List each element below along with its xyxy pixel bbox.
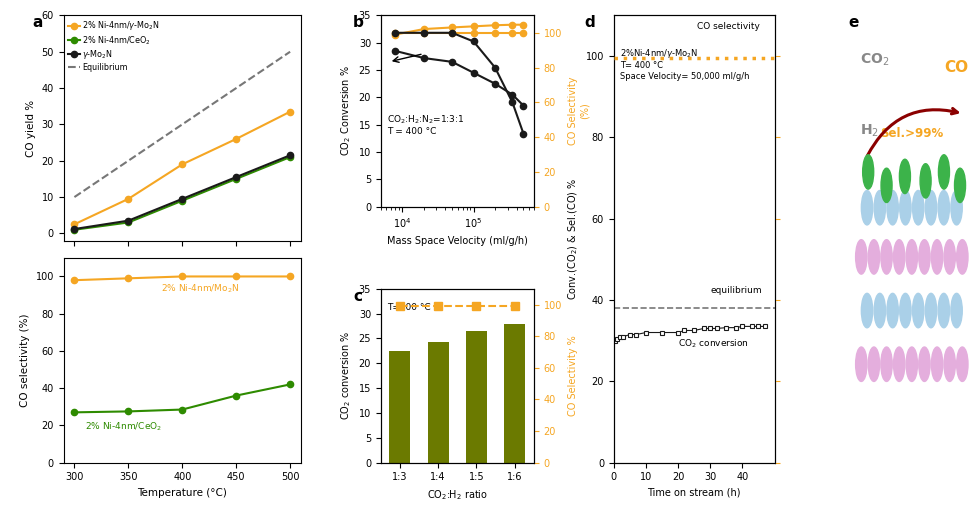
Ellipse shape [862, 155, 872, 189]
Equilibrium [68, 194, 80, 200]
Text: c: c [353, 289, 362, 304]
Line: Equilibrium: Equilibrium [74, 52, 289, 197]
Ellipse shape [917, 347, 929, 381]
Ellipse shape [956, 347, 967, 381]
Text: 2% Ni-4nm/Mo$_2$N: 2% Ni-4nm/Mo$_2$N [160, 282, 239, 295]
Equilibrium [230, 85, 242, 91]
Ellipse shape [950, 191, 961, 225]
X-axis label: Mass Space Velocity (ml/g/h): Mass Space Velocity (ml/g/h) [386, 236, 527, 246]
Ellipse shape [855, 240, 867, 274]
Ellipse shape [873, 293, 885, 328]
Ellipse shape [924, 191, 936, 225]
Ellipse shape [950, 293, 961, 328]
Ellipse shape [867, 240, 878, 274]
Text: a: a [32, 15, 43, 30]
Ellipse shape [938, 155, 949, 189]
Bar [389, 351, 410, 463]
Ellipse shape [861, 191, 871, 225]
$\gamma$-Mo$_2$N [230, 174, 242, 180]
Y-axis label: CO yield %: CO yield % [26, 100, 36, 157]
Line: 2% Ni-4nm/$\gamma$-Mo$_2$N: 2% Ni-4nm/$\gamma$-Mo$_2$N [71, 108, 293, 227]
Text: CO selectivity: CO selectivity [696, 22, 760, 31]
Line: $\gamma$-Mo$_2$N: $\gamma$-Mo$_2$N [71, 152, 293, 232]
Ellipse shape [873, 191, 885, 225]
Ellipse shape [880, 168, 891, 203]
X-axis label: Time on stream (h): Time on stream (h) [646, 488, 740, 498]
Ellipse shape [893, 240, 904, 274]
Ellipse shape [906, 240, 916, 274]
Ellipse shape [919, 163, 930, 198]
Ellipse shape [899, 293, 911, 328]
Y-axis label: CO Selectivity %: CO Selectivity % [567, 335, 577, 416]
Text: CO$_2$ conversion: CO$_2$ conversion [678, 337, 748, 350]
$\gamma$-Mo$_2$N [122, 217, 134, 224]
Ellipse shape [906, 347, 916, 381]
Equilibrium [284, 49, 295, 55]
Ellipse shape [956, 240, 967, 274]
2% Ni-4nm/$\gamma$-Mo$_2$N [284, 108, 295, 115]
Y-axis label: CO Selectivity
(%): CO Selectivity (%) [567, 77, 589, 145]
Ellipse shape [943, 347, 955, 381]
Text: CO: CO [943, 60, 967, 75]
Ellipse shape [867, 347, 878, 381]
X-axis label: Temperature (°C): Temperature (°C) [137, 488, 227, 498]
Text: d: d [584, 15, 595, 30]
Y-axis label: CO selectivity (%): CO selectivity (%) [20, 314, 30, 407]
Ellipse shape [886, 191, 898, 225]
2% Ni-4nm/CeO$_2$ [68, 227, 80, 233]
Ellipse shape [880, 347, 891, 381]
Bar [504, 323, 525, 463]
Ellipse shape [880, 240, 891, 274]
Ellipse shape [899, 191, 911, 225]
Text: T=400 °C: T=400 °C [386, 303, 430, 311]
Ellipse shape [924, 293, 936, 328]
2% Ni-4nm/$\gamma$-Mo$_2$N [122, 196, 134, 202]
Text: Sel.>99%: Sel.>99% [879, 127, 942, 140]
Text: e: e [848, 15, 858, 30]
Ellipse shape [855, 347, 867, 381]
Ellipse shape [937, 191, 949, 225]
Text: CO$_2$:H$_2$:N$_2$=1:3:1
T = 400 °C: CO$_2$:H$_2$:N$_2$=1:3:1 T = 400 °C [386, 113, 464, 136]
Ellipse shape [937, 293, 949, 328]
Equilibrium [176, 121, 188, 127]
2% Ni-4nm/CeO$_2$ [284, 154, 295, 160]
Ellipse shape [917, 240, 929, 274]
Text: H$_2$: H$_2$ [860, 123, 878, 139]
Text: 2% Ni-4nm/CeO$_2$: 2% Ni-4nm/CeO$_2$ [85, 420, 162, 433]
Y-axis label: CO$_2$ Conversion %: CO$_2$ Conversion % [338, 66, 353, 156]
Ellipse shape [911, 293, 923, 328]
2% Ni-4nm/$\gamma$-Mo$_2$N [230, 136, 242, 142]
$\gamma$-Mo$_2$N [176, 196, 188, 202]
$\gamma$-Mo$_2$N [68, 226, 80, 232]
Ellipse shape [911, 191, 923, 225]
2% Ni-4nm/CeO$_2$ [122, 219, 134, 226]
2% Ni-4nm/CeO$_2$ [230, 176, 242, 182]
Text: CO$_2$: CO$_2$ [860, 51, 889, 68]
X-axis label: CO$_2$:H$_2$ ratio: CO$_2$:H$_2$ ratio [426, 488, 487, 502]
Text: equilibrium: equilibrium [709, 286, 761, 295]
Ellipse shape [930, 240, 942, 274]
Text: 2%Ni-4nm/$\gamma$-Mo$_2$N
T= 400 °C
Space Velocity= 50,000 ml/g/h: 2%Ni-4nm/$\gamma$-Mo$_2$N T= 400 °C Spac… [620, 47, 749, 81]
2% Ni-4nm/CeO$_2$ [176, 197, 188, 204]
$\gamma$-Mo$_2$N [284, 152, 295, 158]
Ellipse shape [893, 347, 904, 381]
Ellipse shape [930, 347, 942, 381]
Y-axis label: Conv.(CO$_2$) & Sel.(CO) %: Conv.(CO$_2$) & Sel.(CO) % [566, 178, 580, 300]
Equilibrium [122, 158, 134, 164]
Ellipse shape [886, 293, 898, 328]
Line: 2% Ni-4nm/CeO$_2$: 2% Ni-4nm/CeO$_2$ [71, 154, 293, 233]
2% Ni-4nm/$\gamma$-Mo$_2$N [68, 221, 80, 227]
Ellipse shape [899, 159, 910, 194]
Text: b: b [353, 15, 364, 30]
Ellipse shape [943, 240, 955, 274]
Bar [466, 331, 486, 463]
Ellipse shape [861, 293, 871, 328]
Y-axis label: CO$_2$ conversion %: CO$_2$ conversion % [338, 331, 353, 420]
Legend: 2% Ni-4nm/$\gamma$-Mo$_2$N, 2% Ni-4nm/CeO$_2$, $\gamma$-Mo$_2$N, Equilibrium: 2% Ni-4nm/$\gamma$-Mo$_2$N, 2% Ni-4nm/Ce… [66, 18, 161, 74]
2% Ni-4nm/$\gamma$-Mo$_2$N [176, 161, 188, 168]
Ellipse shape [954, 168, 964, 203]
Bar [427, 342, 448, 463]
